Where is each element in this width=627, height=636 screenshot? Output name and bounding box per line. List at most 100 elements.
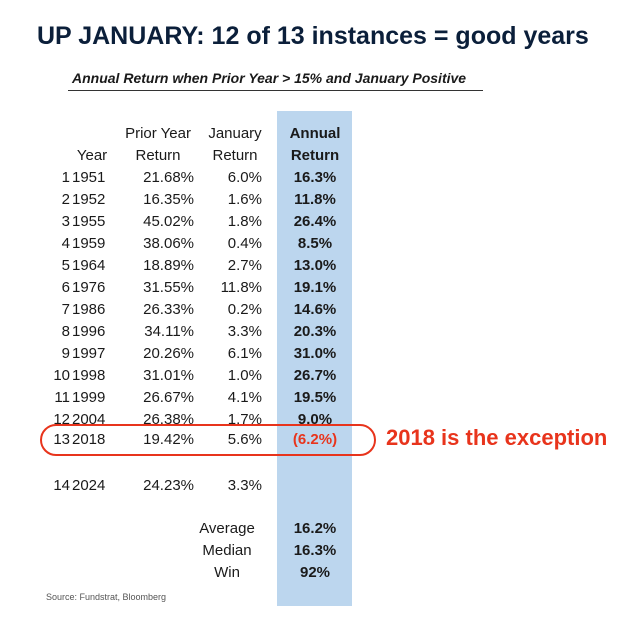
table-row: 5 1964 18.89% 2.7% 13.0% (0, 255, 627, 277)
row-index: 11 (54, 389, 70, 406)
row-prior-year-return: 20.26% (143, 345, 194, 362)
row-january-return: 1.7% (227, 411, 262, 428)
table-row: 6 1976 31.55% 11.8% 19.1% (0, 277, 627, 299)
subtitle-underline (68, 90, 483, 91)
row-index: 9 (61, 345, 70, 362)
row-index: 7 (61, 301, 70, 318)
summary-median-label: Median (202, 542, 252, 559)
header-prior-line2: Return (135, 147, 181, 164)
source-note: Source: Fundstrat, Bloomberg (46, 592, 167, 602)
row-january-return: 11.8% (220, 279, 262, 296)
summary-win-label: Win (214, 564, 240, 581)
row-index: 14 (53, 477, 70, 494)
exception-label: 2018 is the exception (386, 425, 608, 450)
row-annual-return: 8.5% (297, 235, 333, 252)
row-prior-year-return: 34.11% (144, 323, 194, 340)
table-subtitle: Annual Return when Prior Year > 15% and … (72, 70, 467, 86)
row-index: 10 (53, 367, 70, 384)
table-row: 7 1986 26.33% 0.2% 14.6% (0, 299, 627, 321)
row-january-return: 2.7% (227, 257, 262, 274)
row-annual-return: 19.5% (293, 389, 337, 406)
row-january-return: 3.3% (227, 477, 262, 494)
header-january-line1: January (208, 125, 262, 142)
row-january-return: 6.1% (227, 345, 262, 362)
row-annual-return: 14.6% (293, 301, 337, 318)
table-row: 10 1998 31.01% 1.0% 26.7% (0, 365, 627, 387)
row-annual-return: 19.1% (293, 279, 337, 296)
row-year: 1986 (72, 301, 106, 318)
table-row: 14 2024 24.23% 3.3% (0, 475, 627, 497)
row-annual-return: 9.0% (297, 411, 333, 428)
row-index: 8 (61, 323, 70, 340)
row-year: 1976 (72, 279, 106, 296)
summary-average-value: 16.2% (293, 520, 337, 537)
table-row: 2 1952 16.35% 1.6% 11.8% (0, 189, 627, 211)
row-prior-year-return: 26.33% (143, 301, 194, 318)
row-year: 2004 (72, 411, 106, 428)
header-january-line2: Return (212, 147, 258, 164)
row-year: 2024 (72, 477, 106, 494)
row-prior-year-return: 16.35% (143, 191, 194, 208)
row-year: 1955 (72, 213, 106, 230)
row-prior-year-return: 24.23% (143, 477, 194, 494)
row-january-return: 5.6% (227, 431, 262, 448)
row-prior-year-return: 19.42% (143, 431, 194, 448)
row-year: 1951 (72, 169, 106, 186)
row-annual-return: 26.7% (293, 367, 337, 384)
row-january-return: 4.1% (227, 389, 262, 406)
row-year: 1952 (72, 191, 106, 208)
row-index: 4 (61, 235, 70, 252)
row-january-return: 1.8% (227, 213, 262, 230)
header-annual-line1: Annual (289, 125, 341, 142)
row-year: 1964 (72, 257, 106, 274)
table-row: 9 1997 20.26% 6.1% 31.0% (0, 343, 627, 365)
row-january-return: 0.2% (227, 301, 262, 318)
row-annual-return: 16.3% (293, 169, 337, 186)
table-row: 13 2018 19.42% 5.6% (6.2%) (0, 429, 627, 451)
header-prior-line1: Prior Year (125, 125, 191, 142)
summary-average-label: Average (199, 520, 255, 537)
row-year: 1997 (72, 345, 106, 362)
row-january-return: 6.0% (227, 169, 262, 186)
summary-median-value: 16.3% (293, 542, 337, 559)
row-index: 2 (61, 191, 70, 208)
header-year: Year (76, 147, 108, 164)
row-index: 1 (61, 169, 70, 186)
table-row: 8 1996 34.11% 3.3% 20.3% (0, 321, 627, 343)
row-january-return: 3.3% (227, 323, 262, 340)
row-year: 1996 (72, 323, 106, 340)
row-year: 2018 (72, 431, 106, 448)
row-year: 1959 (72, 235, 106, 252)
row-annual-return: 11.8% (294, 191, 336, 208)
table-row: 3 1955 45.02% 1.8% 26.4% (0, 211, 627, 233)
row-index: 6 (61, 279, 70, 296)
header-annual-line2: Return (290, 147, 340, 164)
row-index: 3 (61, 213, 70, 230)
row-index: 5 (61, 257, 70, 274)
table-row: 12 2004 26.38% 1.7% 9.0% (0, 409, 627, 431)
row-prior-year-return: 21.68% (143, 169, 194, 186)
row-index: 12 (53, 411, 70, 428)
row-january-return: 1.6% (227, 191, 262, 208)
table-row: 11 1999 26.67% 4.1% 19.5% (0, 387, 627, 409)
table-row: 4 1959 38.06% 0.4% 8.5% (0, 233, 627, 255)
row-prior-year-return: 31.01% (143, 367, 194, 384)
row-prior-year-return: 26.38% (143, 411, 194, 428)
exception-highlight-oval (40, 424, 376, 456)
page-title: UP JANUARY: 12 of 13 instances = good ye… (37, 22, 589, 50)
row-prior-year-return: 45.02% (143, 213, 194, 230)
row-year: 1998 (72, 367, 106, 384)
row-annual-return: 31.0% (293, 345, 337, 362)
row-annual-return: (6.2%) (292, 431, 338, 448)
row-prior-year-return: 38.06% (143, 235, 194, 252)
annual-return-column-highlight (277, 111, 352, 606)
row-january-return: 1.0% (227, 367, 262, 384)
row-prior-year-return: 18.89% (143, 257, 194, 274)
row-annual-return: 26.4% (293, 213, 337, 230)
row-january-return: 0.4% (227, 235, 262, 252)
summary-win-value: 92% (299, 564, 331, 581)
row-prior-year-return: 31.55% (143, 279, 194, 296)
row-year: 1999 (72, 389, 106, 406)
row-prior-year-return: 26.67% (143, 389, 194, 406)
table-row: 1 1951 21.68% 6.0% 16.3% (0, 167, 627, 189)
